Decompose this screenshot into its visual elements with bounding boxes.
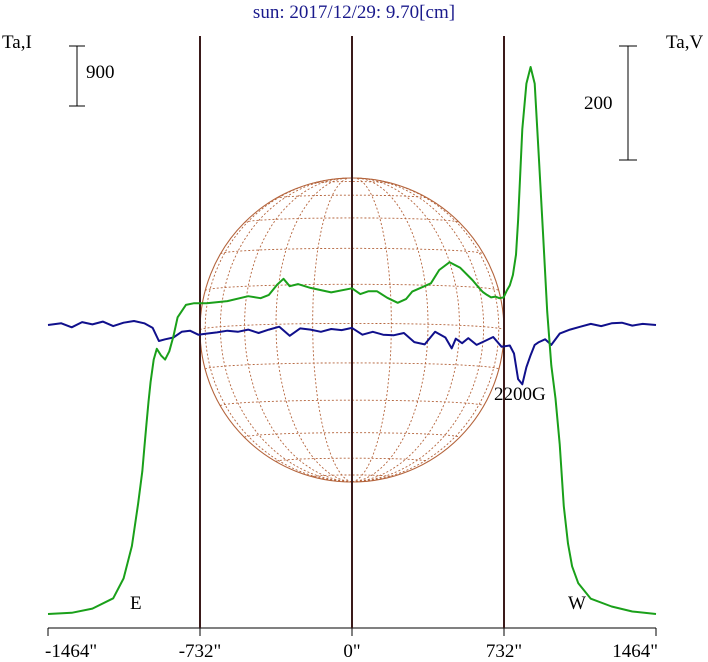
longitude-line bbox=[351, 177, 392, 483]
x-tick-label: 1464" bbox=[612, 641, 658, 662]
latitude-line bbox=[244, 217, 460, 223]
intensity-series-line bbox=[47, 66, 657, 615]
left-axis-label: Ta,I bbox=[2, 32, 32, 53]
longitude-line bbox=[219, 177, 353, 483]
west-label: W bbox=[568, 593, 586, 614]
scale-left-label: 900 bbox=[86, 62, 115, 83]
chart-title: sun: 2017/12/29: 9.70[cm] bbox=[252, 2, 456, 23]
annotation-2200g: 2200G bbox=[494, 384, 546, 405]
east-label: E bbox=[130, 593, 142, 614]
latitude-line bbox=[312, 474, 392, 478]
x-tick-label: -732" bbox=[179, 641, 222, 662]
longitude-line bbox=[275, 177, 353, 483]
longitude-line bbox=[351, 177, 429, 483]
latitude-line bbox=[220, 247, 484, 255]
longitude-line bbox=[351, 178, 500, 483]
x-tick-labels: -1464" -732" 0" 732" 1464" bbox=[45, 641, 658, 662]
series bbox=[47, 66, 657, 615]
axes bbox=[47, 36, 657, 636]
right-axis-label: Ta,V bbox=[666, 32, 704, 53]
longitude-line bbox=[351, 177, 485, 483]
latitude-line bbox=[244, 432, 460, 438]
x-tick-label: -1464" bbox=[45, 641, 97, 662]
x-tick-label: 0" bbox=[343, 641, 360, 662]
polarization-series-line bbox=[47, 320, 657, 386]
scale-right-label: 200 bbox=[584, 93, 613, 114]
longitude-line bbox=[312, 177, 353, 483]
x-tick-label: 732" bbox=[486, 641, 522, 662]
